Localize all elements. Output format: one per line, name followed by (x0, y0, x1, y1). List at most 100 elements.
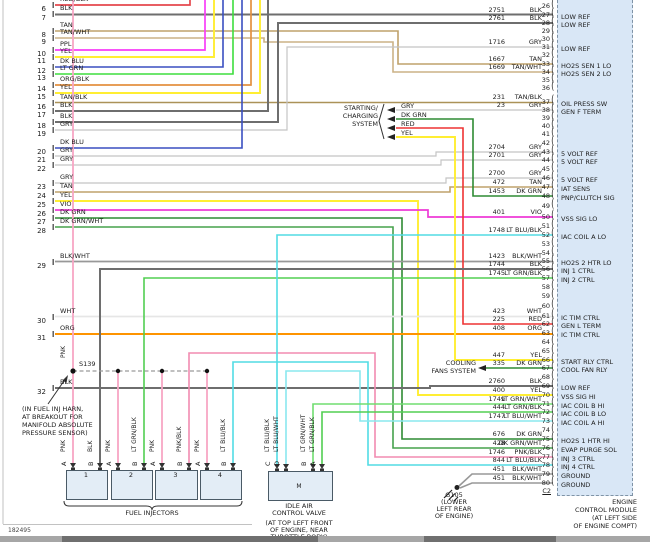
cooling-fans-label: COOLING (445, 359, 476, 367)
ecm-pin-connector-arc: ( (551, 39, 555, 53)
ecm-wire-number: 1423 (488, 252, 505, 260)
left-pin-number: 29 (37, 262, 46, 270)
ecm-pin-number: 35 (541, 76, 550, 84)
system-arrow-icon (387, 107, 395, 113)
left-pin-number: 24 (37, 192, 46, 200)
ecm-wire-number: 2751 (488, 6, 505, 14)
vertical-wire-color-label: LT GRN/BLK (309, 417, 316, 452)
left-pin-number: 22 (37, 165, 46, 173)
ecm-pin-connector-arc: ( (551, 64, 555, 78)
ecm-wire-number: 2761 (488, 14, 505, 22)
ecm-pin-connector-arc: ( (551, 72, 555, 86)
left-pin-tick (52, 180, 54, 186)
ecm-pin-connector-arc: ( (551, 152, 555, 166)
ecm-pin-number: 54 (541, 249, 550, 257)
vertical-wire-color-label: BLK (87, 440, 94, 452)
ecm-wire-color: VIO (530, 208, 542, 216)
wire-pnk-blk (188, 352, 553, 463)
ecm-wire-number: 2704 (488, 143, 505, 151)
ecm-pin-number: 26 (541, 2, 550, 10)
left-pin-number: 26 (37, 210, 46, 218)
terminal-pad (205, 467, 209, 471)
left-pin-number: 15 (37, 93, 46, 101)
ecm-pin-connector-arc: ( (551, 161, 555, 175)
ecm-wire-number: 1453 (488, 187, 505, 195)
wire-lt-grn (55, 0, 234, 75)
left-pin-number: 7 (41, 14, 46, 22)
ecm-pin-connector-arc: ( (551, 334, 555, 348)
ecm-pin-connector-arc: ( (551, 118, 555, 132)
ground-location-line: (LOWER (440, 498, 468, 506)
left-pin-number: 27 (37, 218, 46, 226)
ecm-wire-color: LT GRN/BLK (504, 403, 542, 411)
left-pin-tick (52, 215, 54, 221)
ecm-pin-label: IC TIM CTRL (561, 314, 600, 322)
ecm-pin-label: COOL FAN RLY (561, 366, 608, 374)
branch-wire-color: GRY (401, 102, 415, 110)
ecm-pin-number: 44 (541, 156, 550, 164)
ecm-pin-number: 45 (541, 165, 550, 173)
left-pin-tick (52, 71, 54, 77)
fuel-injectors-caption: FUEL INJECTORS (125, 509, 179, 517)
ecm-pin-connector-arc: ( (551, 80, 555, 94)
wire-red-blk (55, 0, 191, 6)
scrollbar-segment[interactable] (0, 536, 62, 542)
vertical-wire-color-label: LT GRN/BLK (131, 417, 138, 452)
starting-charging-label: STARTING/ (343, 104, 378, 112)
ecm-wire-number: 428 (492, 439, 505, 447)
left-pin-wire-color: PPL (60, 40, 72, 48)
ecm-pin-number: 62 (541, 320, 550, 328)
ecm-wire-color: DK GRN/WHT (498, 439, 542, 447)
fuel-injector-4 (200, 470, 242, 500)
terminal-letter: D (273, 460, 281, 466)
left-pin-number: 28 (37, 227, 46, 235)
left-pin-number: 23 (37, 183, 46, 191)
scrollbar-segment[interactable] (318, 536, 424, 542)
terminal-pad (71, 467, 75, 471)
ecm-pin-connector-arc: ( (551, 31, 555, 45)
ecm-pin-number: 41 (541, 130, 550, 138)
left-pin-number: 20 (37, 148, 46, 156)
ecm-pin-label: VSS SIG HI (561, 393, 596, 401)
callout-brace (378, 103, 385, 140)
ecm-pin-number: 46 (541, 174, 550, 182)
ecm-wire-number: 1748 (488, 226, 505, 234)
figure-number: 182495 (8, 527, 31, 534)
vertical-wire-color-label: PNK (60, 345, 67, 358)
ecm-wire-number: 23 (496, 101, 505, 109)
ecm-pin-number: 43 (541, 148, 550, 156)
left-pin-number: 16 (37, 103, 46, 111)
ecm-wire-number: 231 (492, 93, 505, 101)
left-pin-tick (52, 108, 54, 114)
ecm-wire-number: 447 (492, 351, 505, 359)
ecm-pin-connector-arc: ( (551, 126, 555, 140)
ecm-wire-number: 1749 (488, 395, 505, 403)
bottom-scrollbar[interactable] (0, 536, 650, 542)
left-pin-wire-color: ORG/BLK (60, 75, 90, 83)
left-pin-wire-color: GRY (60, 120, 74, 128)
ecm-pin-label: INJ 4 CTRL (561, 463, 595, 471)
left-pin-wire-color: DK GRN (60, 208, 86, 216)
ecm-title-line: (AT LEFT SIDE (591, 514, 637, 522)
ecm-pin-label: INJ 2 CTRL (561, 276, 595, 284)
ecm-pin-connector-arc: ( (551, 56, 555, 70)
ecm-pin-label: LOW REF (561, 45, 591, 53)
wire-lt-blu-blk (232, 361, 553, 466)
ecm-pin-connector-arc: ( (551, 23, 555, 37)
ecm-pin-number: 78 (541, 461, 550, 469)
ecm-pin-number: 37 (541, 98, 550, 106)
ecm-wire-number: 451 (492, 474, 505, 482)
left-pin-tick (52, 100, 54, 106)
terminal-arrow-icon (319, 464, 325, 469)
left-pin-tick (52, 82, 54, 88)
left-pin-tick (52, 259, 54, 265)
ecm-wire-color: YEL (530, 351, 542, 359)
splice-dot (115, 368, 121, 374)
ecm-pin-connector-arc: ( (551, 422, 555, 436)
scrollbar-segment[interactable] (556, 536, 650, 542)
ecm-pin-connector-arc: ( (551, 369, 555, 383)
splice-note-line: (IN FUEL INJ HARN, (22, 405, 84, 413)
injectors-brace (63, 500, 243, 511)
left-pin-number: 17 (37, 111, 46, 119)
